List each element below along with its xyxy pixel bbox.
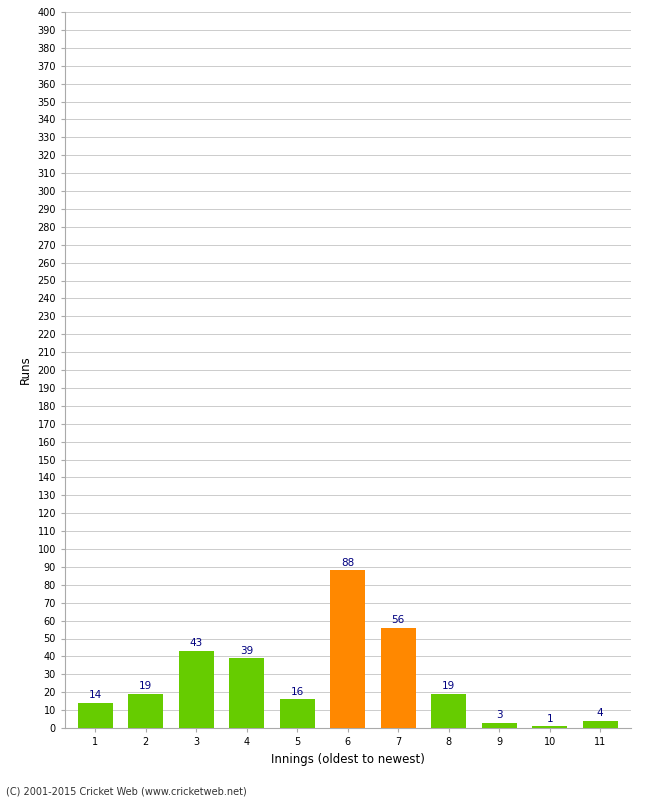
Text: 3: 3: [496, 710, 502, 720]
Text: 16: 16: [291, 686, 304, 697]
Bar: [482, 722, 517, 728]
Text: 43: 43: [190, 638, 203, 648]
Text: 19: 19: [139, 682, 152, 691]
Bar: [77, 703, 113, 728]
Text: 14: 14: [88, 690, 102, 700]
Text: 56: 56: [391, 615, 405, 625]
Bar: [532, 726, 567, 728]
Y-axis label: Runs: Runs: [19, 356, 32, 384]
Bar: [280, 699, 315, 728]
Text: 39: 39: [240, 646, 254, 655]
Bar: [582, 721, 618, 728]
Bar: [229, 658, 265, 728]
Bar: [380, 628, 416, 728]
Text: 1: 1: [547, 714, 553, 723]
Bar: [128, 694, 163, 728]
X-axis label: Innings (oldest to newest): Innings (oldest to newest): [271, 753, 424, 766]
Text: 88: 88: [341, 558, 354, 568]
Bar: [179, 651, 214, 728]
Text: 4: 4: [597, 708, 603, 718]
Bar: [330, 570, 365, 728]
Text: 19: 19: [442, 682, 456, 691]
Text: (C) 2001-2015 Cricket Web (www.cricketweb.net): (C) 2001-2015 Cricket Web (www.cricketwe…: [6, 786, 247, 796]
Bar: [431, 694, 467, 728]
